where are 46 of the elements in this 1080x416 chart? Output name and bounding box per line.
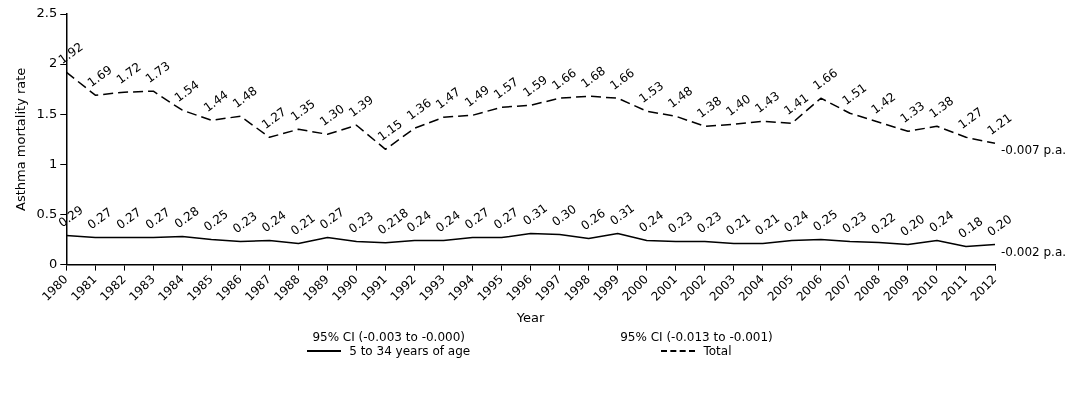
data-label: 0.21 bbox=[723, 210, 754, 238]
data-label: 0.24 bbox=[636, 207, 667, 235]
data-label: 1.43 bbox=[752, 88, 783, 116]
data-label: 0.22 bbox=[868, 209, 899, 237]
data-label: 0.31 bbox=[607, 200, 638, 228]
data-label: 0.24 bbox=[926, 207, 957, 235]
text: 95% CI (-0.003 to -0.000) bbox=[312, 330, 465, 344]
y-tick-label: 1 bbox=[48, 155, 58, 171]
data-label: 0.26 bbox=[578, 205, 609, 233]
data-label: 0.30 bbox=[549, 201, 580, 229]
data-label: 1.59 bbox=[520, 72, 550, 100]
text: 95% CI (-0.013 to -0.001) bbox=[620, 330, 773, 344]
data-label: 0.23 bbox=[665, 208, 696, 236]
data-label: 0.25 bbox=[200, 206, 231, 234]
data-label: 1.38 bbox=[694, 93, 725, 121]
data-label: 0.24 bbox=[258, 207, 289, 235]
legend-label: Total bbox=[703, 344, 732, 358]
annotation: -0.007 p.a. bbox=[1001, 143, 1067, 158]
data-label: 0.24 bbox=[781, 207, 812, 235]
data-label: 0.21 bbox=[287, 210, 318, 238]
data-label: 0.25 bbox=[810, 206, 841, 234]
data-label: 0.28 bbox=[171, 203, 202, 231]
data-label: 1.53 bbox=[636, 78, 667, 106]
y-tick-label: 0.5 bbox=[36, 205, 58, 221]
x-axis-title: Year bbox=[515, 309, 546, 325]
data-label: 0.23 bbox=[839, 208, 870, 236]
y-tick-label: 0 bbox=[48, 256, 58, 271]
data-label: 0.20 bbox=[984, 211, 1015, 239]
data-label: 1.40 bbox=[723, 91, 754, 119]
data-label: 0.29 bbox=[55, 202, 86, 230]
data-label: 0.21 bbox=[752, 210, 783, 238]
data-label: 0.20 bbox=[897, 211, 928, 239]
y-tick-label: 1.5 bbox=[36, 105, 58, 121]
data-label: 0.18 bbox=[955, 213, 986, 242]
legend-label: 5 to 34 years of age bbox=[349, 344, 471, 358]
data-label: 0.24 bbox=[433, 207, 463, 235]
data-label: 0.31 bbox=[520, 200, 550, 228]
y-axis-title: Asthma mortality rate bbox=[13, 67, 29, 211]
annotation: -0.002 p.a. bbox=[1001, 244, 1067, 259]
data-label: 1.41 bbox=[781, 90, 812, 118]
data-label: 1.48 bbox=[665, 83, 696, 111]
data-label: 0.23 bbox=[694, 208, 725, 236]
y-tick-label: 2 bbox=[48, 55, 58, 71]
y-tick-label: 2.5 bbox=[36, 5, 58, 21]
data-label: 0.23 bbox=[346, 208, 376, 236]
data-label: 0.23 bbox=[229, 208, 260, 236]
